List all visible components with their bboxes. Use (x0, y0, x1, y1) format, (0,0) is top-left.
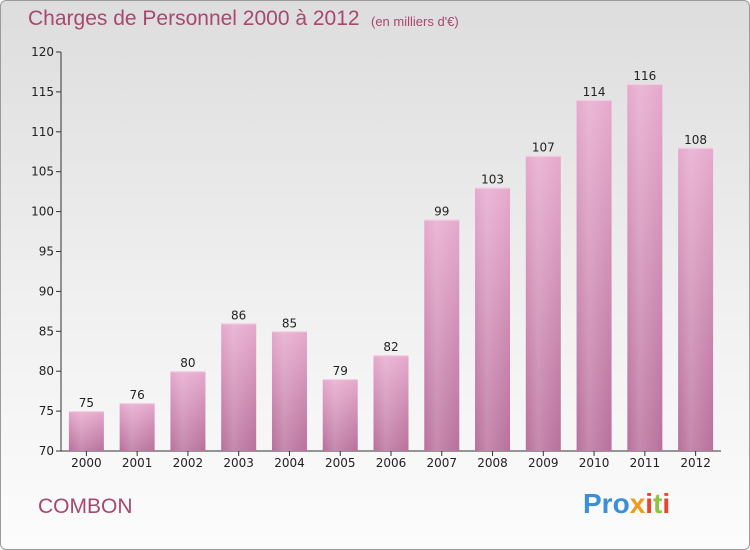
data-label: 114 (583, 85, 606, 99)
x-tick-label: 2011 (630, 456, 661, 470)
data-label: 82 (383, 340, 398, 354)
x-tick-label: 2010 (579, 456, 610, 470)
bar-highlight (678, 147, 714, 451)
proxiti-logo: Proxiti (583, 488, 671, 519)
y-tick-label: 85 (39, 324, 54, 338)
bar-highlight (475, 187, 511, 451)
data-label: 76 (130, 388, 145, 402)
y-tick-label: 80 (39, 364, 54, 378)
bar-highlight (68, 411, 104, 451)
y-tick-label: 95 (39, 245, 54, 259)
bar-highlight (322, 379, 358, 451)
bar-highlight (576, 99, 612, 451)
y-tick-label: 120 (31, 45, 54, 59)
data-label: 86 (231, 308, 246, 322)
data-label: 108 (684, 133, 707, 147)
bar-highlight (271, 331, 307, 451)
data-label: 79 (333, 364, 348, 378)
data-label: 116 (633, 69, 656, 83)
chart-subtitle: (en milliers d'€) (371, 14, 459, 29)
data-label: 85 (282, 316, 297, 330)
bar-highlight (525, 155, 561, 452)
bar-highlight (424, 219, 460, 451)
y-tick-label: 70 (39, 444, 54, 458)
bar-highlight (119, 403, 155, 451)
bar-highlight (221, 323, 257, 451)
x-tick-label: 2009 (528, 456, 559, 470)
bar-highlight (170, 371, 206, 451)
x-tick-label: 2000 (71, 456, 102, 470)
y-tick-label: 100 (31, 205, 54, 219)
y-tick-label: 110 (31, 125, 54, 139)
bar-highlight (627, 83, 663, 452)
x-tick-label: 2001 (122, 456, 153, 470)
x-tick-label: 2012 (680, 456, 711, 470)
x-tick-label: 2004 (274, 456, 305, 470)
x-tick-label: 2007 (426, 456, 457, 470)
x-tick-label: 2002 (173, 456, 204, 470)
data-label: 103 (481, 173, 504, 187)
data-label: 75 (79, 396, 94, 410)
data-label: 80 (180, 356, 195, 370)
y-tick-label: 115 (31, 85, 54, 99)
y-tick-label: 105 (31, 165, 54, 179)
data-label: 107 (532, 141, 555, 155)
y-tick-label: 75 (39, 404, 54, 418)
x-tick-label: 2008 (477, 456, 508, 470)
data-label: 99 (434, 205, 449, 219)
x-tick-label: 2006 (376, 456, 407, 470)
x-tick-label: 2005 (325, 456, 356, 470)
y-tick-label: 90 (39, 284, 54, 298)
commune-name: COMBON (38, 495, 133, 518)
x-tick-label: 2003 (223, 456, 254, 470)
bar-highlight (373, 355, 409, 451)
chart-title: Charges de Personnel 2000 à 2012 (28, 7, 360, 30)
